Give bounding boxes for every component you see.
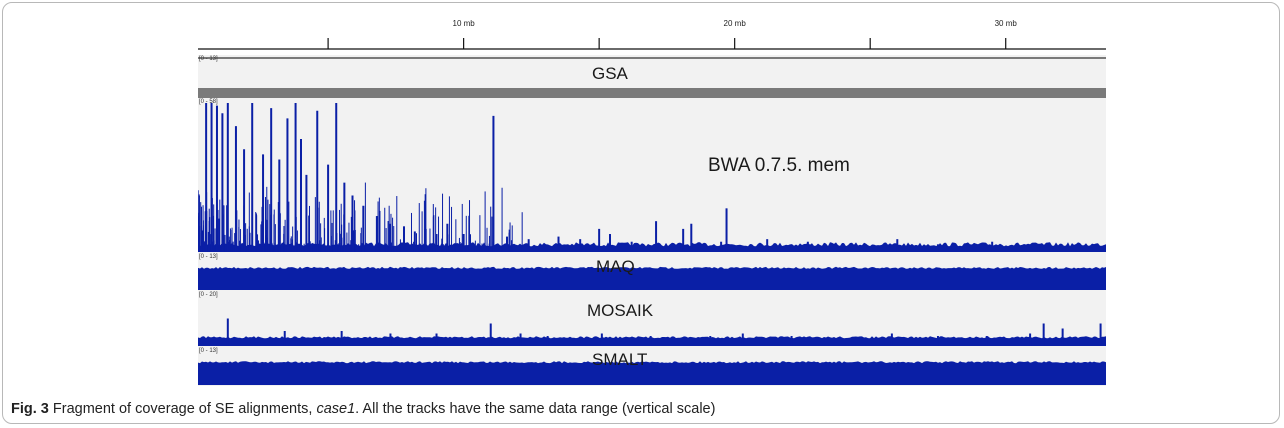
- track-range-label: [0 - 13]: [199, 254, 218, 260]
- track-range-label: [0 - 20]: [199, 292, 218, 298]
- ruler-label-10mb: 10 mb: [452, 19, 475, 28]
- track-maq: [0 - 13] MAQ: [198, 253, 1106, 291]
- caption-text-end: . All the tracks have the same data rang…: [355, 401, 716, 417]
- track-smalt: [0 - 13] SMALT: [198, 347, 1106, 386]
- track-name-gsa: GSA: [592, 64, 628, 83]
- caption-figure-label: Fig. 3: [11, 401, 49, 417]
- track-name-smalt: SMALT: [592, 350, 648, 369]
- gsa-coverage-band: [198, 88, 1106, 98]
- track-gsa: [0 - 13] GSA: [198, 55, 1106, 98]
- track-bwa: [0 - 58] BWA 0.7.5. mem: [198, 98, 1106, 253]
- track-maq-plot: [198, 266, 1106, 290]
- coverage-figure: 10 mb 20 mb 30 mb [0 - 13] GSA [0 - 58] …: [198, 18, 1106, 388]
- ruler-axis: [198, 38, 1106, 50]
- ruler-label-30mb: 30 mb: [994, 19, 1017, 28]
- track-gsa-plot: [198, 57, 1106, 98]
- track-name-maq: MAQ: [596, 257, 635, 276]
- track-range-label: [0 - 13]: [199, 348, 218, 354]
- track-mosaik: [0 - 20] MOSAIK: [198, 291, 1106, 347]
- track-name-mosaik: MOSAIK: [587, 301, 654, 320]
- caption-case: case1: [316, 401, 356, 417]
- track-name-bwa: BWA 0.7.5. mem: [708, 155, 850, 176]
- caption-text: Fragment of coverage of SE alignments,: [52, 401, 317, 417]
- gsa-top-band: [198, 57, 1106, 59]
- track-smalt-plot: [198, 361, 1106, 385]
- coverage-area: [198, 336, 1106, 346]
- coverage-area: [198, 242, 1106, 252]
- ruler: 10 mb 20 mb 30 mb: [198, 18, 1106, 50]
- track-range-label: [0 - 13]: [199, 56, 218, 62]
- coverage-area: [198, 361, 1106, 385]
- coverage-area: [198, 266, 1106, 290]
- track-bwa-plot: [198, 103, 1106, 252]
- figure-caption: Fig. 3 Fragment of coverage of SE alignm…: [11, 401, 715, 417]
- track-range-label: [0 - 58]: [199, 99, 218, 105]
- track-mosaik-plot: [198, 318, 1106, 346]
- ruler-label-20mb: 20 mb: [723, 19, 746, 28]
